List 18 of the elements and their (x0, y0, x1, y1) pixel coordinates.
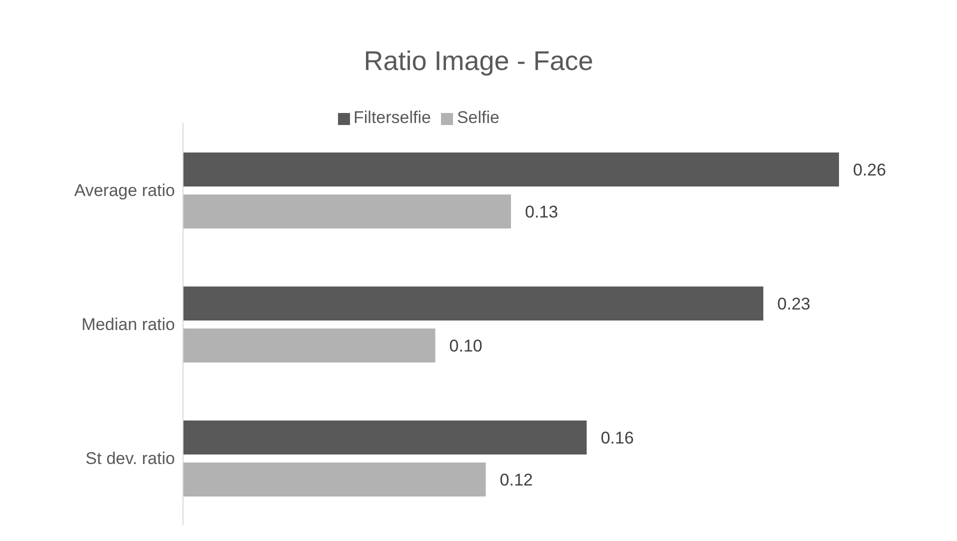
y-tick-label: Average ratio (74, 181, 175, 200)
data-label: 0.13 (525, 202, 558, 222)
data-label: 0.16 (600, 428, 634, 448)
bar (183, 152, 839, 186)
data-label: 0.23 (777, 294, 810, 314)
data-label: 0.10 (449, 336, 482, 356)
bar (183, 286, 764, 320)
legend-label: Selfie (456, 108, 500, 127)
y-tick-label: Median ratio (81, 315, 175, 334)
bar (183, 420, 587, 454)
chart-title: Ratio Image - Face (362, 46, 594, 77)
legend-label: Filterselfie (354, 108, 431, 127)
data-label: 0.26 (853, 160, 886, 180)
y-tick-label: St dev. ratio (86, 449, 175, 468)
data-label: 0.12 (500, 470, 533, 490)
bar (183, 194, 511, 228)
bar (183, 328, 436, 362)
bar (183, 462, 486, 496)
